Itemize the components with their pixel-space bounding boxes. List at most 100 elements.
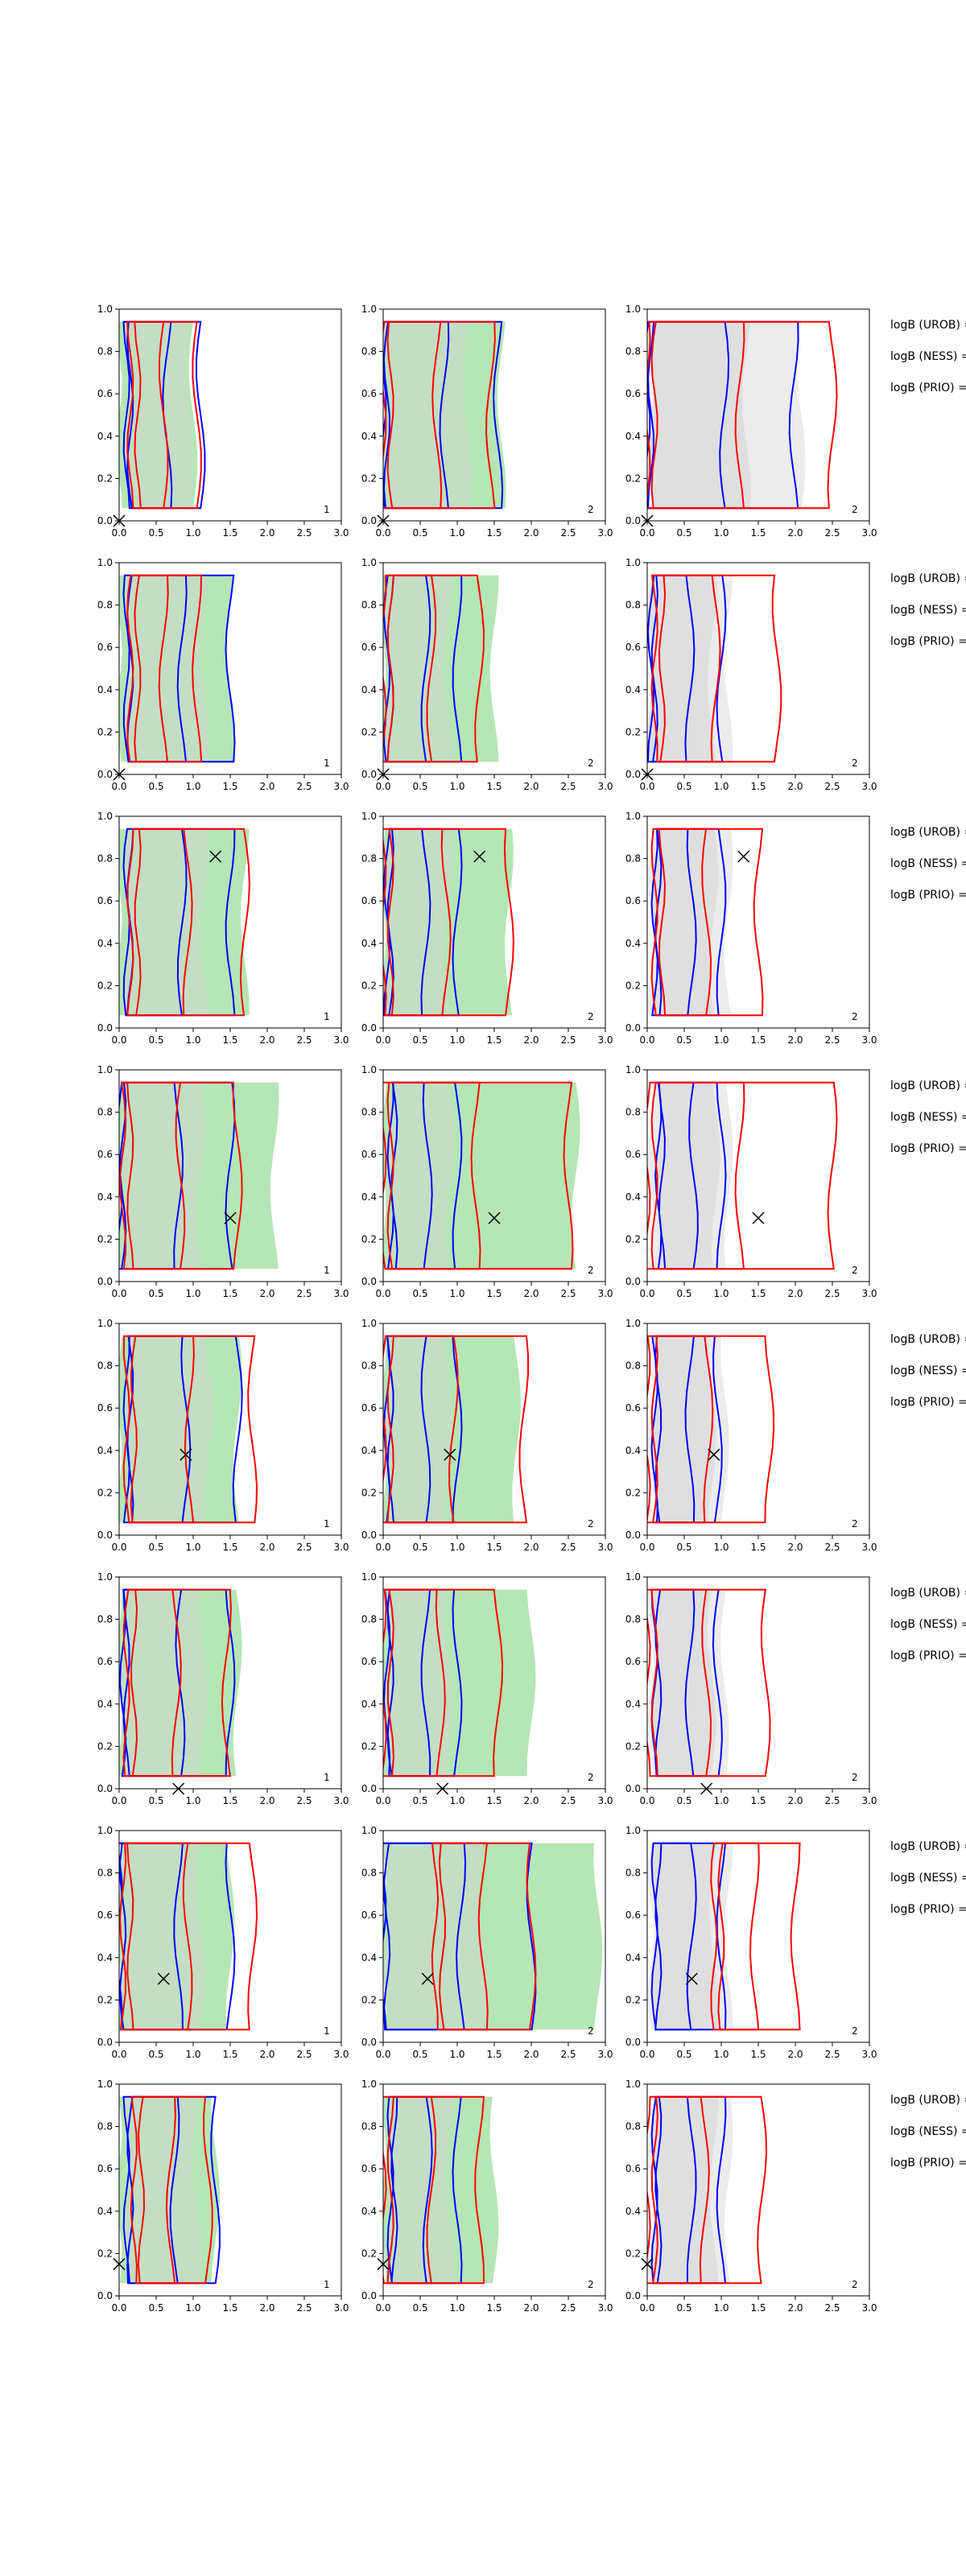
x-tick-label: 3.0 bbox=[597, 527, 613, 539]
x-tick-label: 2.0 bbox=[523, 527, 539, 539]
y-tick-label: 0.0 bbox=[97, 769, 113, 780]
x-tick-label: 1.0 bbox=[449, 1795, 464, 1806]
y-tick-label: 0.0 bbox=[97, 1530, 113, 1541]
y-tick-label: 0.4 bbox=[361, 1445, 377, 1456]
y-tick-label: 0.4 bbox=[625, 684, 641, 696]
y-tick-label: 0.0 bbox=[361, 769, 377, 780]
blue-contour bbox=[122, 574, 236, 763]
y-tick-label: 1.0 bbox=[97, 557, 113, 568]
panel: 0.0 0.5 1.0 1.5 2.0 2.5 3.0 0.0 0.2 0.4 0.6 0.8 1.0 2 bbox=[361, 1064, 613, 1299]
x-tick-label: 0.5 bbox=[148, 2302, 163, 2314]
red-contour bbox=[647, 1081, 838, 1270]
green-density-region bbox=[383, 321, 506, 509]
y-tick-label: 1.0 bbox=[625, 1318, 641, 1329]
x-tick-label: 1.5 bbox=[486, 781, 502, 792]
x-tick-label: 1.5 bbox=[750, 527, 766, 539]
red-contour bbox=[386, 320, 443, 510]
x-tick-label: 2.5 bbox=[824, 1288, 840, 1299]
grey-density-region bbox=[647, 321, 806, 509]
x-tick-label: 0.5 bbox=[676, 1288, 691, 1299]
x-tick-label: 2.0 bbox=[787, 1288, 803, 1299]
x-tick-label: 1.0 bbox=[713, 1288, 729, 1299]
x-tick-label: 0.0 bbox=[375, 1795, 390, 1806]
panel-index-label: 2 bbox=[852, 504, 858, 515]
x-tick-label: 1.0 bbox=[449, 1034, 464, 1046]
red-contour bbox=[383, 2095, 485, 2285]
x-tick-label: 2.5 bbox=[560, 2302, 576, 2314]
x-tick-label: 2.0 bbox=[523, 1288, 539, 1299]
x-tick-label: 0.5 bbox=[148, 2049, 163, 2060]
panel-grid: 0.0 0.5 1.0 1.5 2.0 2.5 3.0 0.0 0.2 0.4 0.6 0.8 1.0 1… bbox=[97, 303, 966, 2314]
panel-index-label: 1 bbox=[324, 2279, 330, 2290]
panel-index-label: 2 bbox=[852, 2279, 858, 2290]
y-tick-label: 0.8 bbox=[625, 1360, 641, 1372]
x-tick-label: 2.0 bbox=[523, 1542, 539, 1553]
x-tick-label: 1.5 bbox=[750, 781, 766, 792]
panel: 0.0 0.5 1.0 1.5 2.0 2.5 3.0 0.0 0.2 0.4 0.6 0.8 1.0 2 bbox=[625, 1571, 877, 1806]
panel: 0.0 0.5 1.0 1.5 2.0 2.5 3.0 0.0 0.2 0.4 0.6 0.8 1.0 2 bbox=[625, 1825, 877, 2060]
x-tick-label: 2.0 bbox=[259, 2302, 275, 2314]
x-tick-label: 2.0 bbox=[259, 1034, 275, 1046]
y-tick-label: 0.6 bbox=[625, 1149, 641, 1160]
x-tick-label: 2.0 bbox=[787, 2049, 803, 2060]
y-tick-label: 0.6 bbox=[97, 2163, 113, 2174]
x-tick-label: 0.5 bbox=[148, 1795, 163, 1806]
x-tick-label: 0.5 bbox=[412, 1542, 427, 1553]
x-tick-label: 1.0 bbox=[185, 1034, 200, 1046]
x-tick-label: 0.0 bbox=[375, 2049, 390, 2060]
y-tick-label: 0.4 bbox=[625, 1952, 641, 1963]
grey-density-region bbox=[651, 1589, 716, 1777]
red-contour bbox=[126, 1081, 186, 1270]
truth-marker bbox=[473, 850, 486, 863]
green-density-region bbox=[119, 1843, 235, 2030]
y-tick-label: 0.2 bbox=[361, 473, 377, 484]
truth-marker bbox=[421, 1972, 434, 1985]
x-tick-label: 0.5 bbox=[148, 527, 163, 539]
x-tick-label: 1.0 bbox=[185, 1542, 200, 1553]
red-contour bbox=[438, 1842, 489, 2031]
y-tick-label: 0.4 bbox=[97, 684, 113, 696]
x-tick-label: 1.5 bbox=[486, 527, 502, 539]
red-contour bbox=[122, 1588, 232, 1777]
panel-row: 0.0 0.5 1.0 1.5 2.0 2.5 3.0 0.0 0.2 0.4 0.6 0.8 1.0 1… bbox=[97, 1064, 966, 1299]
x-tick-label: 0.0 bbox=[639, 2049, 654, 2060]
x-tick-label: 1.5 bbox=[222, 1542, 237, 1553]
blue-contour bbox=[122, 2095, 221, 2285]
red-contour bbox=[658, 828, 712, 1017]
x-tick-label: 2.5 bbox=[296, 1795, 312, 1806]
y-tick-label: 0.4 bbox=[625, 1191, 641, 1203]
side-label: logB (UROB) = bbox=[890, 572, 966, 585]
y-tick-label: 0.0 bbox=[625, 1530, 641, 1541]
x-tick-label: 1.5 bbox=[486, 2049, 502, 2060]
x-tick-label: 1.0 bbox=[185, 781, 200, 792]
grey-density-region bbox=[384, 1335, 452, 1523]
x-tick-label: 3.0 bbox=[861, 1795, 877, 1806]
red-contour bbox=[130, 2095, 213, 2285]
panel-index-label: 2 bbox=[852, 758, 858, 769]
side-label: logB (PRIO) = bbox=[890, 1649, 966, 1662]
green-density-region bbox=[119, 575, 235, 762]
red-contour bbox=[650, 1335, 714, 1524]
y-tick-label: 1.0 bbox=[97, 2079, 113, 2090]
y-tick-label: 0.0 bbox=[625, 2290, 641, 2301]
y-tick-label: 0.6 bbox=[97, 1149, 113, 1160]
y-tick-label: 0.6 bbox=[625, 642, 641, 653]
y-tick-label: 0.6 bbox=[361, 1149, 377, 1160]
y-tick-label: 1.0 bbox=[361, 2079, 377, 2090]
y-tick-label: 0.2 bbox=[97, 1740, 113, 1752]
x-tick-label: 0.5 bbox=[148, 781, 163, 792]
y-tick-label: 1.0 bbox=[625, 303, 641, 315]
y-tick-label: 1.0 bbox=[625, 1825, 641, 1836]
blue-contour bbox=[650, 1842, 727, 2031]
truth-marker bbox=[209, 850, 222, 863]
side-label: logB (NESS) = bbox=[890, 1364, 966, 1377]
side-label: logB (PRIO) = bbox=[890, 889, 966, 902]
x-tick-label: 0.0 bbox=[639, 781, 654, 792]
side-label: logB (PRIO) = bbox=[890, 1903, 966, 1916]
x-tick-label: 2.5 bbox=[560, 2049, 576, 2060]
y-tick-label: 0.6 bbox=[625, 1402, 641, 1414]
x-tick-label: 0.0 bbox=[111, 1288, 126, 1299]
x-tick-label: 2.0 bbox=[259, 1795, 275, 1806]
x-tick-label: 1.0 bbox=[713, 2302, 729, 2314]
y-tick-label: 0.2 bbox=[97, 980, 113, 991]
